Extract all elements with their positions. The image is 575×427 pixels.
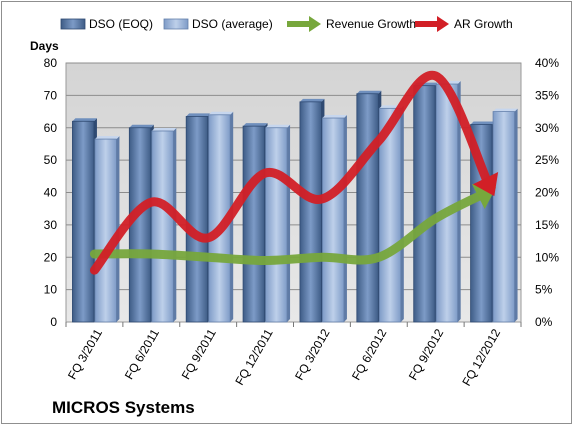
bar-top bbox=[72, 118, 97, 122]
y-tick-label: 30 bbox=[44, 218, 58, 232]
chart-title: MICROS Systems bbox=[52, 398, 195, 417]
legend-label-dso-eoq-: DSO (EOQ) bbox=[89, 17, 153, 31]
y-axis-label: Days bbox=[30, 39, 59, 53]
legend-label-ar-growth: AR Growth bbox=[454, 17, 513, 31]
y-tick-label: 50 bbox=[44, 153, 58, 167]
x-tick-label: FQ 12/2012 bbox=[459, 326, 503, 388]
bar-side bbox=[173, 127, 177, 322]
x-tick-label: FQ 6/2011 bbox=[122, 326, 162, 382]
bar-top bbox=[265, 124, 291, 128]
y2-tick-label: 30% bbox=[535, 121, 559, 135]
y2-tick-label: 35% bbox=[535, 88, 559, 102]
legend-label-revenue-growth: Revenue Growth bbox=[326, 17, 416, 31]
bar-top bbox=[322, 115, 347, 119]
y-tick-label: 20 bbox=[44, 250, 58, 264]
bar-top bbox=[129, 124, 154, 128]
bar-top bbox=[493, 108, 518, 112]
bar-dso-average bbox=[265, 127, 288, 323]
bar-dso-eoq bbox=[185, 116, 209, 323]
bar-dso-average bbox=[151, 130, 174, 323]
y2-tick-label: 20% bbox=[535, 186, 559, 200]
legend-swatch-dso-average- bbox=[163, 18, 189, 30]
ar-growth-line bbox=[89, 70, 493, 275]
bar-dso-eoq bbox=[128, 127, 152, 323]
y-tick-label: 70 bbox=[44, 88, 58, 102]
x-tick-label: FQ 3/2011 bbox=[65, 326, 105, 382]
bar-side bbox=[287, 124, 291, 322]
y2-tick-label: 25% bbox=[535, 153, 559, 167]
bar-side bbox=[400, 105, 404, 322]
bar-dso-eoq bbox=[299, 101, 322, 323]
y2-tick-label: 15% bbox=[535, 218, 559, 232]
bar-dso-eoq bbox=[242, 125, 265, 323]
y-tick-label: 10 bbox=[44, 283, 58, 297]
y2-tick-label: 5% bbox=[535, 283, 553, 297]
x-tick-label: FQ 6/2012 bbox=[349, 326, 390, 382]
bar-dso-average bbox=[492, 111, 515, 323]
legend-arrowhead-revenue-growth bbox=[309, 16, 321, 32]
ar-growth-arrowhead bbox=[472, 171, 499, 197]
y2-tick-label: 10% bbox=[535, 250, 559, 264]
bar-top bbox=[208, 111, 234, 115]
bar-side bbox=[343, 115, 347, 322]
legend-label-dso-average-: DSO (average) bbox=[192, 17, 273, 31]
bar-top bbox=[356, 90, 382, 94]
bar-top bbox=[94, 136, 120, 140]
bar-side bbox=[514, 108, 518, 322]
bar-top bbox=[243, 123, 268, 127]
bar-dso-average bbox=[94, 138, 117, 323]
bar-top bbox=[470, 121, 496, 125]
y2-tick-label: 40% bbox=[535, 56, 559, 70]
y-tick-label: 80 bbox=[44, 56, 58, 70]
y-tick-label: 0 bbox=[50, 315, 57, 329]
x-tick-label: FQ 12/2011 bbox=[232, 326, 276, 387]
revenue-growth-line bbox=[89, 189, 489, 265]
y-tick-label: 40 bbox=[44, 186, 58, 200]
x-tick-label: FQ 3/2012 bbox=[292, 326, 333, 382]
bar-top bbox=[299, 98, 325, 102]
bar-dso-average bbox=[378, 107, 402, 323]
x-tick-label: FQ 9/2012 bbox=[406, 326, 447, 382]
bar-dso-eoq bbox=[356, 93, 379, 323]
y-tick-label: 60 bbox=[44, 121, 58, 135]
bar-top bbox=[186, 113, 211, 117]
bar-dso-eoq bbox=[413, 85, 436, 323]
bar-dso-average bbox=[322, 117, 345, 323]
bar-dso-average bbox=[435, 83, 459, 323]
legend-swatch-dso-eoq- bbox=[60, 18, 86, 30]
legend-arrowhead-ar-growth bbox=[437, 16, 449, 32]
bar-top bbox=[151, 127, 177, 131]
bar-dso-eoq bbox=[72, 120, 95, 323]
x-tick-label: FQ 9/2011 bbox=[179, 326, 219, 382]
y2-tick-label: 0% bbox=[535, 315, 553, 329]
